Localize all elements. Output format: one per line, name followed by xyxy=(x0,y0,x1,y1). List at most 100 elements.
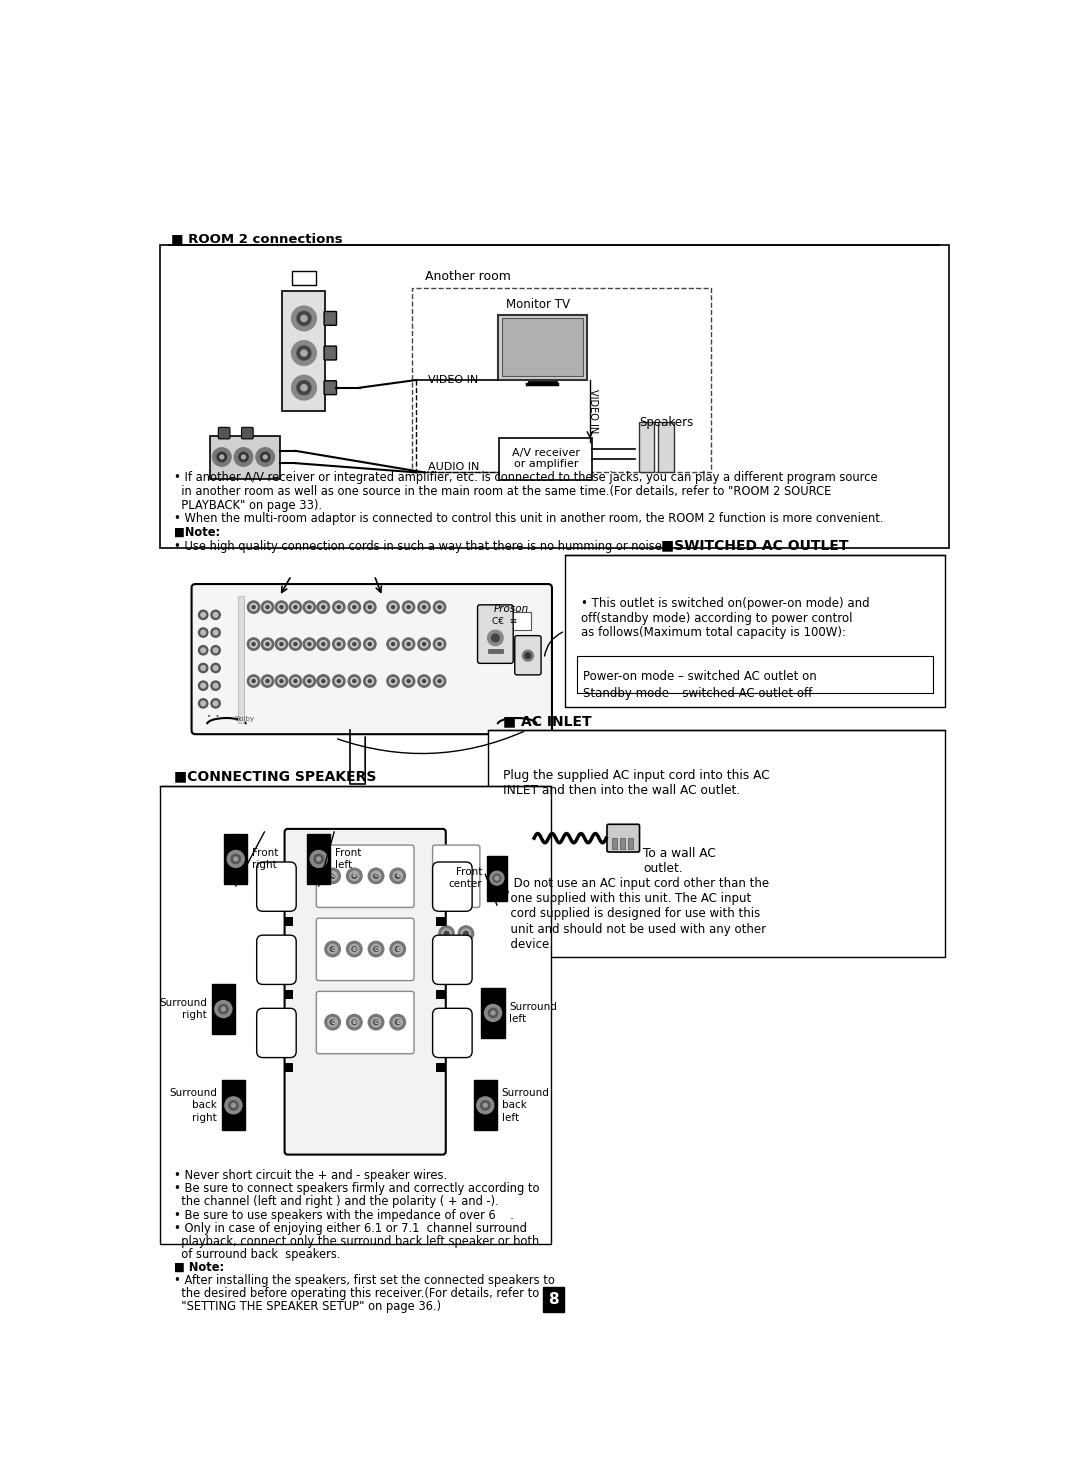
Text: Front
right: Front right xyxy=(252,847,279,870)
Circle shape xyxy=(320,640,327,648)
FancyBboxPatch shape xyxy=(433,1009,472,1057)
FancyBboxPatch shape xyxy=(511,839,515,849)
Circle shape xyxy=(301,315,307,321)
Circle shape xyxy=(292,603,299,611)
FancyBboxPatch shape xyxy=(620,839,625,849)
Circle shape xyxy=(392,605,394,609)
Text: ⊕: ⊕ xyxy=(238,1118,245,1127)
Circle shape xyxy=(348,600,361,614)
Circle shape xyxy=(392,642,394,646)
FancyBboxPatch shape xyxy=(160,246,948,547)
Text: ⊕: ⊕ xyxy=(352,1019,357,1025)
Circle shape xyxy=(266,642,269,646)
FancyBboxPatch shape xyxy=(284,989,293,1000)
Circle shape xyxy=(374,947,378,951)
Circle shape xyxy=(266,605,269,609)
Text: ⊕: ⊕ xyxy=(228,1022,234,1031)
Text: the desired before operating this receiver.(For details, refer to: the desired before operating this receiv… xyxy=(174,1287,539,1300)
Circle shape xyxy=(211,698,220,708)
FancyBboxPatch shape xyxy=(517,839,521,849)
FancyBboxPatch shape xyxy=(612,839,617,849)
FancyBboxPatch shape xyxy=(257,862,296,911)
Text: AUDIO IN: AUDIO IN xyxy=(428,463,480,472)
Circle shape xyxy=(275,600,287,614)
Circle shape xyxy=(278,677,285,685)
Text: Proson: Proson xyxy=(494,605,529,614)
Circle shape xyxy=(306,677,313,685)
Circle shape xyxy=(280,679,283,683)
Circle shape xyxy=(405,677,413,685)
Circle shape xyxy=(368,1015,383,1029)
Circle shape xyxy=(422,679,426,683)
Circle shape xyxy=(330,947,335,951)
Circle shape xyxy=(372,871,380,880)
Circle shape xyxy=(280,642,283,646)
FancyBboxPatch shape xyxy=(413,287,711,472)
Circle shape xyxy=(438,679,441,683)
Text: ■Note:: ■Note: xyxy=(174,527,220,540)
FancyBboxPatch shape xyxy=(487,856,507,901)
Circle shape xyxy=(495,876,499,880)
Circle shape xyxy=(199,611,207,620)
Circle shape xyxy=(308,605,311,609)
Circle shape xyxy=(303,600,315,614)
FancyBboxPatch shape xyxy=(211,436,280,479)
Circle shape xyxy=(231,855,241,864)
Circle shape xyxy=(278,603,285,611)
Text: Speakers: Speakers xyxy=(638,416,693,429)
Circle shape xyxy=(491,634,499,642)
FancyBboxPatch shape xyxy=(307,834,330,883)
Circle shape xyxy=(422,605,426,609)
Circle shape xyxy=(247,600,260,614)
Circle shape xyxy=(264,640,271,648)
Text: Surround
back
right: Surround back right xyxy=(170,1089,217,1123)
Circle shape xyxy=(278,640,285,648)
Circle shape xyxy=(333,674,345,688)
Circle shape xyxy=(229,1100,238,1109)
Text: • Only in case of enjoying either 6.1 or 7.1  channel surround: • Only in case of enjoying either 6.1 or… xyxy=(174,1222,527,1235)
Circle shape xyxy=(352,1021,356,1025)
Text: ■ Note:: ■ Note: xyxy=(174,1262,224,1273)
Circle shape xyxy=(211,646,220,655)
Circle shape xyxy=(218,1004,228,1013)
Text: ■SWITCHED AC OUTLET: ■SWITCHED AC OUTLET xyxy=(661,538,849,553)
Text: A/V receiver
or amplifier: A/V receiver or amplifier xyxy=(512,448,580,469)
Circle shape xyxy=(333,637,345,651)
Circle shape xyxy=(392,679,394,683)
Circle shape xyxy=(351,603,357,611)
Circle shape xyxy=(364,600,376,614)
Text: in another room as well as one source in the main room at the same time.(For det: in another room as well as one source in… xyxy=(174,485,832,498)
FancyBboxPatch shape xyxy=(474,1080,497,1130)
Circle shape xyxy=(395,1021,400,1025)
Circle shape xyxy=(485,1004,501,1022)
Text: device.: device. xyxy=(503,938,553,951)
Circle shape xyxy=(390,677,396,685)
Circle shape xyxy=(436,603,443,611)
Circle shape xyxy=(390,640,396,648)
Circle shape xyxy=(333,600,345,614)
Circle shape xyxy=(252,605,255,609)
Text: playback, connect only the surround back left speaker or both: playback, connect only the surround back… xyxy=(174,1235,539,1248)
Circle shape xyxy=(292,640,299,648)
FancyBboxPatch shape xyxy=(638,423,654,472)
Circle shape xyxy=(301,351,307,356)
FancyBboxPatch shape xyxy=(257,935,296,985)
Text: 8: 8 xyxy=(549,1291,558,1307)
Circle shape xyxy=(251,603,257,611)
Text: Front
left: Front left xyxy=(335,847,362,870)
Circle shape xyxy=(433,674,446,688)
Circle shape xyxy=(393,945,403,954)
Text: • This outlet is switched on(power-on mode) and: • This outlet is switched on(power-on mo… xyxy=(581,598,869,611)
Circle shape xyxy=(266,679,269,683)
Circle shape xyxy=(403,600,415,614)
Circle shape xyxy=(308,642,311,646)
Text: "SETTING THE SPEAKER SETUP" on page 36.): "SETTING THE SPEAKER SETUP" on page 36.) xyxy=(174,1300,441,1313)
Circle shape xyxy=(328,871,337,880)
Text: ⊕: ⊕ xyxy=(395,1019,401,1025)
FancyBboxPatch shape xyxy=(524,839,527,849)
Circle shape xyxy=(337,679,340,683)
Text: Front
center: Front center xyxy=(448,867,482,889)
Text: ⊕: ⊕ xyxy=(395,874,401,879)
FancyBboxPatch shape xyxy=(433,845,480,908)
Circle shape xyxy=(368,605,372,609)
